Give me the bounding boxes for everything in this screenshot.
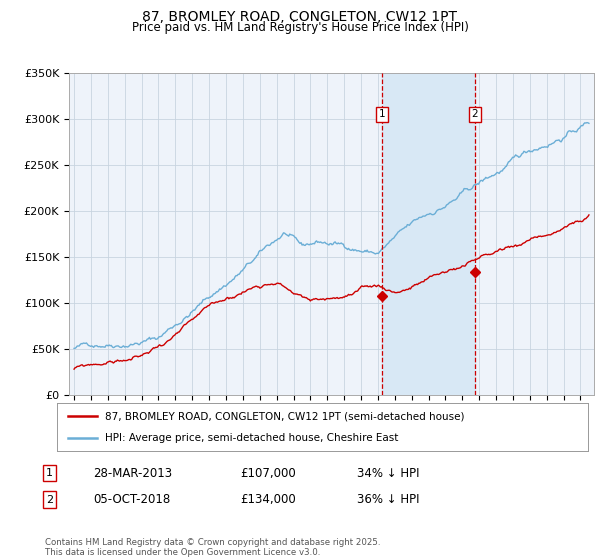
Text: Price paid vs. HM Land Registry's House Price Index (HPI): Price paid vs. HM Land Registry's House … (131, 21, 469, 34)
Text: 28-MAR-2013: 28-MAR-2013 (93, 466, 172, 480)
Bar (382, 73, 475, 395)
Text: £107,000: £107,000 (240, 466, 296, 480)
Text: 87, BROMLEY ROAD, CONGLETON, CW12 1PT: 87, BROMLEY ROAD, CONGLETON, CW12 1PT (143, 10, 458, 24)
Text: £134,000: £134,000 (240, 493, 296, 506)
Text: 34% ↓ HPI: 34% ↓ HPI (357, 466, 419, 480)
Text: 87, BROMLEY ROAD, CONGLETON, CW12 1PT (semi-detached house): 87, BROMLEY ROAD, CONGLETON, CW12 1PT (s… (105, 411, 464, 421)
Text: Contains HM Land Registry data © Crown copyright and database right 2025.
This d: Contains HM Land Registry data © Crown c… (45, 538, 380, 557)
Text: 2: 2 (46, 494, 53, 505)
Text: 1: 1 (379, 109, 385, 119)
Text: 1: 1 (46, 468, 53, 478)
Text: HPI: Average price, semi-detached house, Cheshire East: HPI: Average price, semi-detached house,… (105, 433, 398, 443)
Text: 36% ↓ HPI: 36% ↓ HPI (357, 493, 419, 506)
Text: 2: 2 (472, 109, 478, 119)
Text: 05-OCT-2018: 05-OCT-2018 (93, 493, 170, 506)
